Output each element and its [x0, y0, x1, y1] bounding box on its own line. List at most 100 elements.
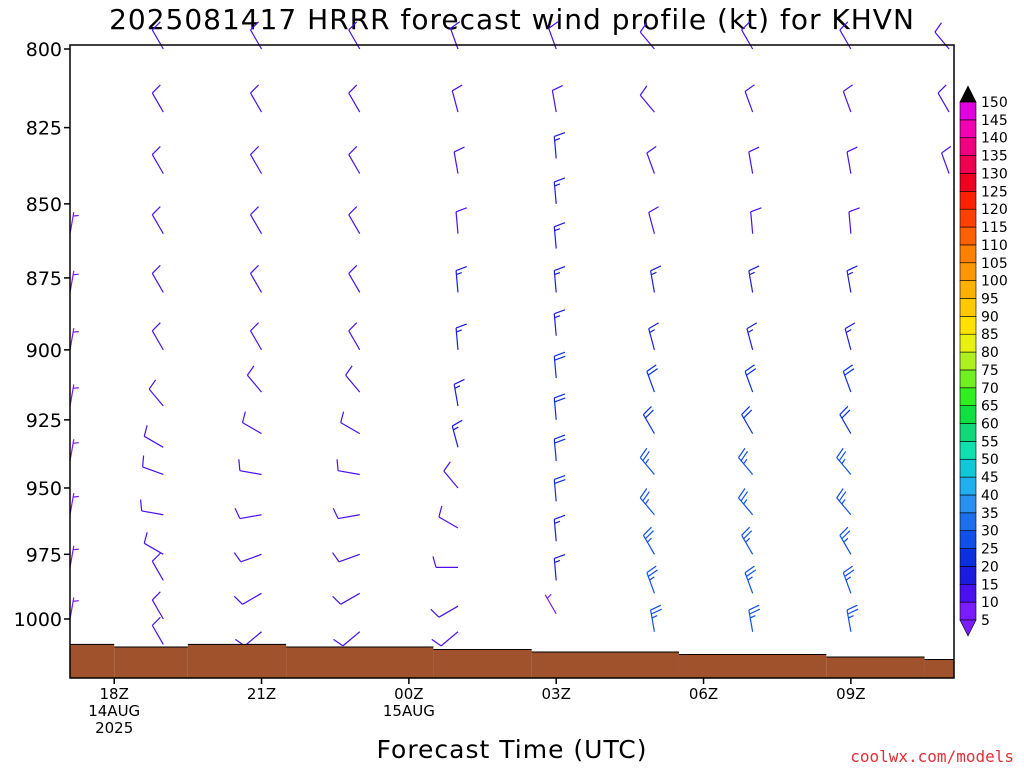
barb-feather	[743, 530, 753, 540]
barb-feather	[250, 322, 259, 332]
wind-barb	[333, 631, 361, 647]
barb-half-feather	[749, 271, 755, 276]
credit-text[interactable]: coolwx.com/models	[850, 747, 1014, 766]
barb-feather	[552, 85, 563, 91]
barb-feather	[233, 552, 242, 563]
barb-feather	[348, 146, 358, 155]
wind-barb	[553, 434, 566, 461]
barb-feather	[554, 266, 566, 272]
barb-half-feather	[73, 387, 79, 389]
barb-feather	[749, 608, 761, 615]
barb-feather	[746, 322, 758, 330]
y-axis: 800 825 850 875 900 925 950 975 1000	[14, 39, 70, 631]
barb-feather	[332, 552, 340, 563]
barb-feather	[847, 608, 859, 615]
wind-barb	[148, 379, 164, 407]
barb-feather	[238, 459, 241, 471]
barb-feather	[740, 491, 749, 502]
barb-staff	[151, 599, 164, 620]
wind-barb	[839, 526, 852, 555]
wind-barb	[69, 270, 79, 293]
barb-feather	[140, 499, 143, 511]
barb-staff	[451, 90, 459, 113]
barb-staff	[342, 631, 361, 647]
barb-feather	[838, 491, 847, 502]
barb-feather	[646, 145, 657, 154]
wind-barb	[234, 507, 262, 520]
barb-feather	[639, 22, 648, 33]
barb-half-feather	[743, 458, 748, 465]
wind-barb	[639, 22, 655, 50]
barb-feather	[848, 207, 860, 213]
colorbar-segment	[959, 369, 977, 389]
barb-feather	[844, 569, 855, 577]
x-tick-label: 21Z	[247, 685, 276, 703]
barb-feather	[455, 207, 467, 213]
barb-staff	[642, 414, 655, 434]
wind-barb	[69, 211, 79, 234]
barb-feather	[554, 393, 566, 399]
wind-barb	[451, 84, 463, 113]
barb-feather	[554, 553, 566, 560]
wind-barb	[650, 604, 662, 632]
barb-staff	[250, 92, 263, 113]
barb-feather	[644, 530, 654, 540]
barb-half-feather	[649, 576, 655, 581]
chart-title: 2025081417 HRRR forecast wind profile (k…	[109, 3, 915, 36]
barb-feather	[151, 322, 161, 332]
colorbar-segment	[959, 137, 977, 156]
barb-feather	[738, 447, 746, 458]
barb-feather	[639, 488, 648, 499]
x-tick-label: 18Z	[100, 685, 129, 703]
colorbar-tick-label: 40	[981, 488, 999, 504]
wind-barb	[455, 207, 467, 234]
barb-feather	[332, 595, 342, 605]
barb-feather	[554, 177, 566, 183]
barb-feather	[151, 552, 161, 562]
barb-staff	[246, 374, 262, 393]
wind-barb	[250, 264, 263, 293]
wind-barbs	[69, 21, 952, 647]
barb-feather	[934, 22, 942, 33]
barb-staff	[639, 31, 655, 50]
barb-feather	[839, 526, 849, 536]
barb-half-feather	[743, 498, 748, 505]
barb-feather	[839, 21, 849, 31]
wind-barb	[842, 84, 853, 113]
barb-staff	[842, 371, 852, 393]
barb-half-feather	[554, 271, 561, 276]
wind-barb	[650, 265, 662, 293]
barb-feather	[348, 206, 358, 216]
wind-barb	[332, 507, 360, 520]
colorbar-segment	[959, 494, 977, 514]
barb-feather	[746, 569, 757, 577]
barb-feather	[345, 365, 353, 376]
barb-staff	[244, 631, 262, 647]
wind-barb	[69, 492, 79, 515]
barb-staff	[240, 553, 262, 563]
colorbar-tick-label: 90	[981, 309, 999, 325]
colorbar-segment	[959, 173, 977, 192]
barb-feather	[451, 419, 463, 427]
barb-feather	[642, 526, 652, 536]
colorbar-tick-label: 55	[981, 434, 999, 450]
wind-barb	[836, 488, 852, 516]
barb-feather	[250, 264, 259, 274]
wind-barb	[553, 474, 566, 502]
barb-staff	[744, 371, 754, 393]
wind-barb	[69, 545, 79, 568]
barb-feather	[348, 84, 358, 94]
wind-barb	[336, 459, 360, 476]
wind-barb	[151, 264, 164, 293]
barb-staff	[148, 388, 164, 407]
barb-half-feather	[646, 537, 652, 543]
barb-staff	[646, 371, 655, 393]
barb-staff	[239, 514, 262, 520]
barb-feather	[642, 450, 650, 462]
y-tick-label: 950	[26, 478, 62, 500]
barb-staff	[741, 29, 754, 50]
barb-feather	[841, 409, 851, 419]
barb-staff	[438, 605, 459, 618]
barb-feather	[348, 322, 358, 332]
